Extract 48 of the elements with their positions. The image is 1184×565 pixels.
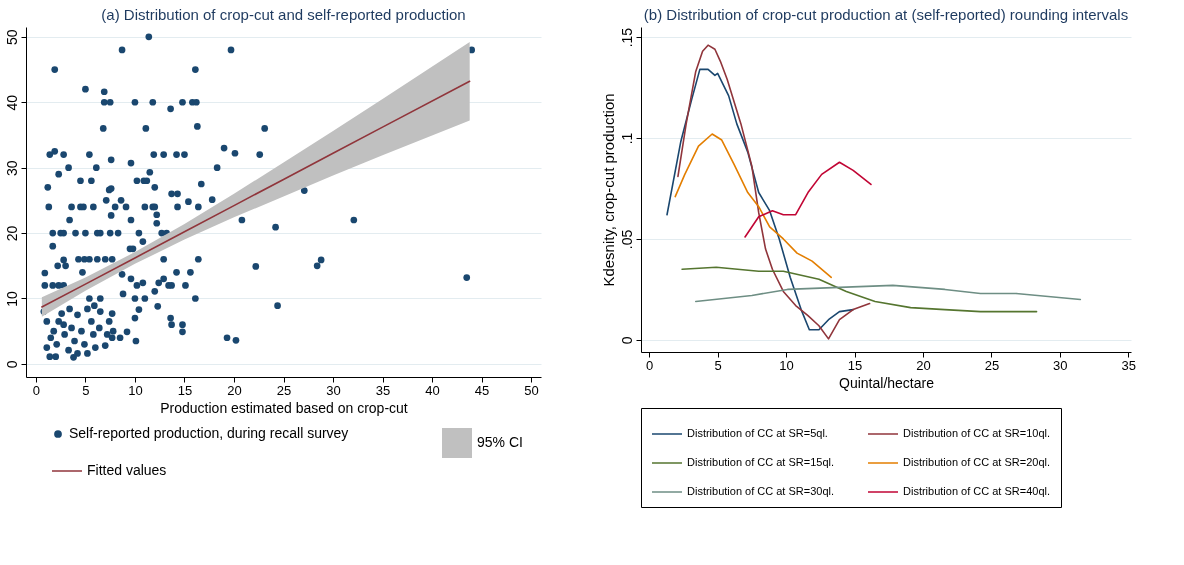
legend-label: Distribution of CC at SR=15ql.	[687, 456, 835, 468]
line-series	[681, 266, 1038, 313]
x-tick-label: 40	[425, 382, 440, 398]
x-tick-label: 10	[128, 382, 143, 398]
line-series	[666, 68, 854, 331]
x-tick-label: 15	[177, 382, 193, 398]
x-tick-label: 35	[375, 382, 391, 398]
legend-label: Distribution of CC at SR=10ql.	[903, 427, 1051, 439]
line-series	[694, 284, 1082, 303]
line-series	[744, 161, 872, 238]
x-tick-label: 35	[1121, 357, 1136, 373]
line-series	[674, 133, 833, 279]
y-tick-label: 30	[3, 160, 20, 176]
line-series	[677, 44, 871, 340]
x-axis-title: Production estimated based on crop-cut	[160, 399, 408, 416]
legend-label: Fitted values	[87, 462, 167, 478]
x-tick-label: 5	[714, 357, 722, 373]
x-tick-label: 20	[227, 382, 242, 398]
x-tick-label: 20	[916, 357, 931, 373]
x-tick-label: 0	[32, 382, 41, 398]
x-tick-label: 50	[524, 382, 539, 398]
x-tick-label: 30	[1053, 357, 1068, 373]
y-axis-title: Kdesnity, crop-cut production	[599, 93, 617, 287]
x-tick-label: 45	[474, 382, 490, 398]
chart-title: (a) Distribution of crop-cut and self-reported production	[101, 6, 466, 23]
y-tick-label: .15	[618, 27, 635, 48]
legend-label: Distribution of CC at SR=5ql.	[687, 427, 828, 439]
y-tick-label: 10	[3, 291, 20, 307]
x-tick-label: 25	[984, 357, 1000, 373]
y-tick-label: .1	[618, 132, 635, 145]
legend-label: Distribution of CC at SR=40ql.	[903, 485, 1051, 497]
chart-title: (b) Distribution of crop-cut production at (self-reported) rounding intervals	[643, 6, 1129, 23]
y-tick-label: 40	[3, 94, 20, 111]
x-tick-label: 0	[646, 357, 654, 373]
y-tick-label: 20	[3, 225, 20, 242]
legend-label: Distribution of CC at SR=30ql.	[687, 485, 835, 497]
legend-label: Distribution of CC at SR=20ql.	[903, 456, 1051, 468]
x-tick-label: 25	[276, 382, 292, 398]
text: 95% CI	[477, 434, 523, 450]
y-tick-label: .05	[618, 229, 635, 250]
x-tick-label: 10	[779, 357, 794, 373]
x-tick-label: 5	[82, 382, 90, 398]
legend-label: Self-reported production, during recall survey	[69, 425, 349, 441]
y-tick-label: 50	[3, 29, 20, 46]
x-axis-title: Quintal/hectare	[839, 374, 935, 391]
x-tick-label: 30	[326, 382, 341, 398]
y-tick-label: 0	[618, 336, 635, 345]
x-tick-label: 15	[847, 357, 863, 373]
